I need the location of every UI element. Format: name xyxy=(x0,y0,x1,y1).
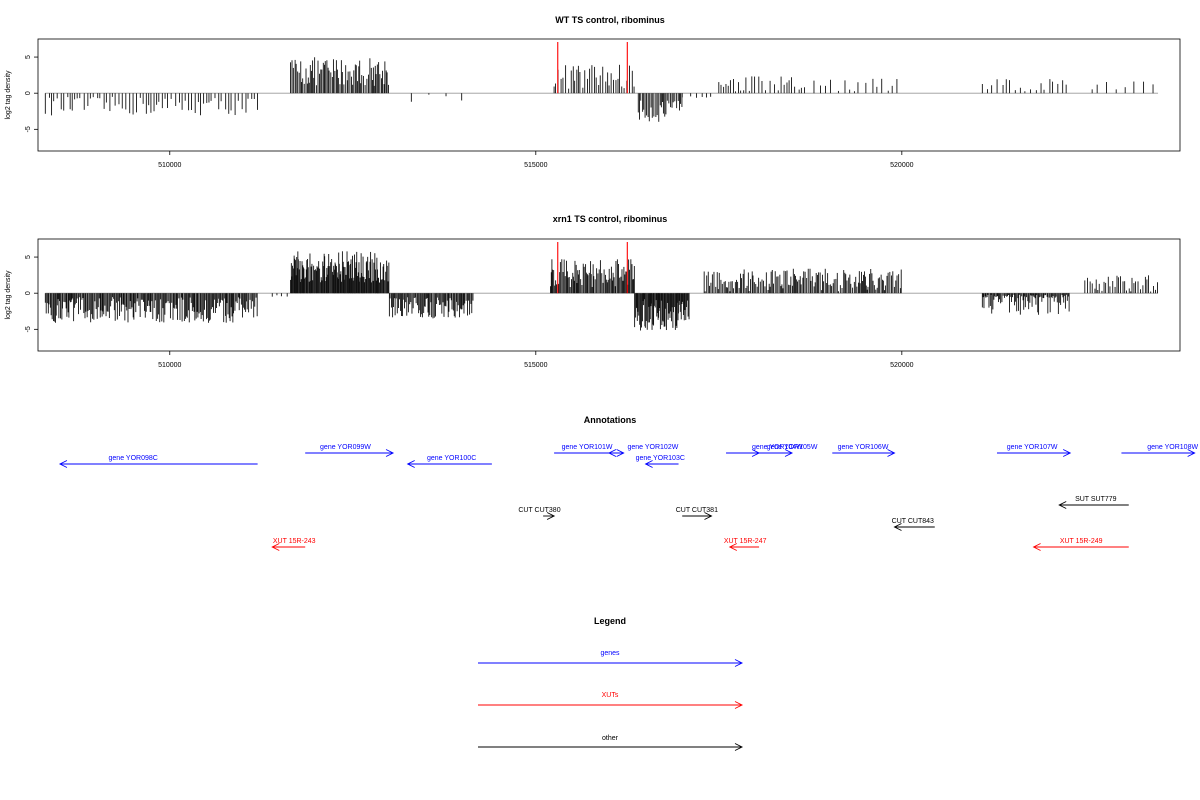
feature-label: XUT 15R-247 xyxy=(724,538,767,545)
feature-label: gene YOR103C xyxy=(636,455,685,462)
feature-label: gene YOR104W xyxy=(752,444,803,451)
feature-label: CUT CUT380 xyxy=(518,507,560,514)
xrn1-track-ylabel: log2 tag density xyxy=(5,270,12,320)
wt-x-tick-label: 520000 xyxy=(890,162,913,169)
annotations-title: Annotations xyxy=(584,415,637,425)
feature-arrow-gene xyxy=(1121,449,1196,457)
feature-label: gene YOR100C xyxy=(427,455,476,462)
xrn1-y-tick-label: -5 xyxy=(25,326,32,332)
feature-label: SUT SUT779 xyxy=(1075,496,1117,503)
legend-arrow-line xyxy=(478,743,744,751)
feature-label: XUT 15R-243 xyxy=(273,538,316,545)
wt-y-tick-label: -5 xyxy=(25,126,32,132)
legend-arrow-line xyxy=(478,659,744,667)
wt-x-tick-label: 515000 xyxy=(524,162,547,169)
legend-label-other: other xyxy=(602,735,619,742)
legend-title: Legend xyxy=(594,616,626,626)
wt-track-ylabel: log2 tag density xyxy=(5,70,12,120)
feature-arrow-gene xyxy=(996,449,1072,457)
xrn1-track-panel: xrn1 TS control, ribominus log2 tag dens… xyxy=(5,214,1181,369)
legend-label-xuts: XUTs xyxy=(602,692,619,699)
feature-arrow-gene xyxy=(58,460,258,468)
wt-track-panel: WT TS control, ribominus log2 tag densit… xyxy=(5,15,1181,169)
xrn1-x-tick-label: 510000 xyxy=(158,362,181,369)
feature-label: gene YOR105W xyxy=(767,444,818,451)
legend-arrow-genes xyxy=(478,659,744,667)
xrn1-y-tick-label: 0 xyxy=(25,291,32,295)
xrn1-y-tick-label: 5 xyxy=(25,255,32,259)
wt-track-title: WT TS control, ribominus xyxy=(555,15,665,25)
feature-label: gene YOR108W xyxy=(1147,444,1198,451)
feature-label: gene YOR101W xyxy=(562,444,613,451)
feature-label: gene YOR099W xyxy=(320,444,371,451)
feature-arrow-xut xyxy=(1032,543,1129,551)
feature-label: CUT CUT381 xyxy=(676,507,718,514)
feature-label: gene YOR107W xyxy=(1007,444,1058,451)
wt-plot-area xyxy=(34,38,1181,155)
legend-entry-genes: genes xyxy=(478,650,744,667)
feature-label: gene YOR098C xyxy=(109,455,158,462)
feature-label: gene YOR102W xyxy=(627,444,678,451)
feature-arrow-gene xyxy=(726,449,794,457)
feature-arrow-gene xyxy=(644,460,679,468)
xrn1-track-title: xrn1 TS control, ribominus xyxy=(553,214,668,224)
feature-arrow-other xyxy=(1058,501,1129,509)
legend-label-genes: genes xyxy=(600,650,620,657)
legend-entry-xuts: XUTs xyxy=(478,692,744,709)
feature-arrow-other xyxy=(543,512,556,520)
feature-arrow-gene xyxy=(607,449,624,457)
feature-arrow-gene xyxy=(305,449,395,457)
wt-y-tick-label: 5 xyxy=(25,55,32,59)
feature-arrow-other xyxy=(893,523,935,531)
legend-arrow-line xyxy=(478,701,744,709)
feature-label: gene YOR106W xyxy=(838,444,889,451)
wt-y-tick-label: 0 xyxy=(25,91,32,95)
wt-x-tick-label: 510000 xyxy=(158,162,181,169)
xrn1-x-tick-label: 520000 xyxy=(890,362,913,369)
legend-entry-other: other xyxy=(478,735,744,751)
legend-arrow-other xyxy=(478,743,744,751)
annotation-features: gene YOR098C gene YOR099W gene YOR100C gene… xyxy=(58,444,1198,551)
legend-arrow-xuts xyxy=(478,701,744,709)
legend-panel: Legend genes XUTs other xyxy=(478,616,744,751)
xrn1-x-tick-label: 515000 xyxy=(524,362,547,369)
feature-label: XUT 15R-249 xyxy=(1060,538,1103,545)
feature-arrow-xut xyxy=(271,543,306,551)
feature-arrow-other xyxy=(682,512,713,520)
xrn1-plot-frame xyxy=(37,238,1181,352)
feature-label: CUT CUT843 xyxy=(892,518,934,525)
feature-arrow-xut xyxy=(728,543,760,551)
xrn1-plot-area xyxy=(34,238,1181,355)
wt-plot-frame xyxy=(37,38,1181,152)
feature-arrow-gene xyxy=(832,449,896,457)
feature-arrow-gene xyxy=(406,460,492,468)
